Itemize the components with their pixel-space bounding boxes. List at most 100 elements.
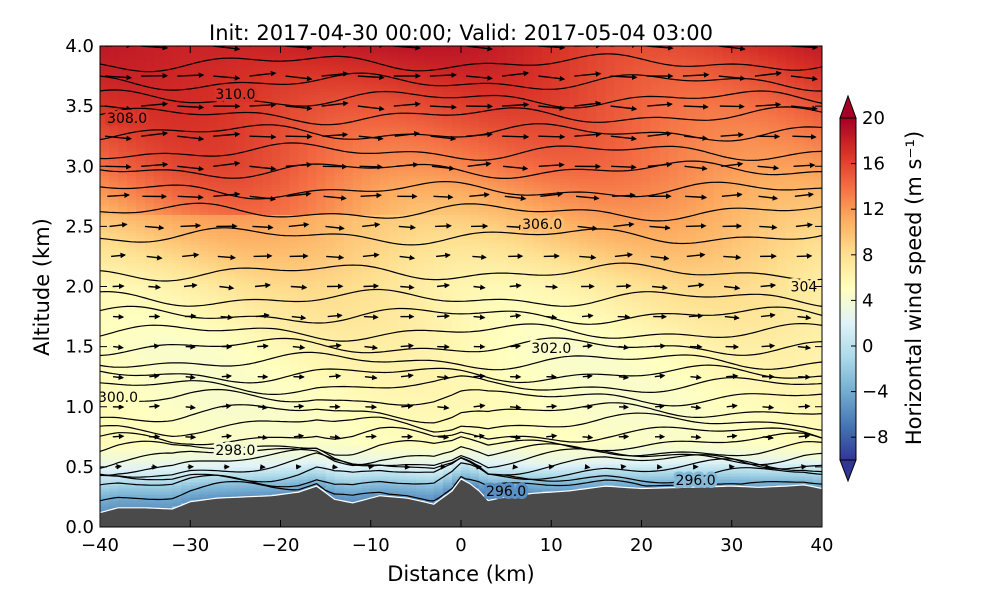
field-cell — [208, 199, 218, 203]
field-cell — [154, 232, 164, 236]
field-cell — [118, 118, 128, 122]
field-cell — [100, 361, 110, 366]
field-cell — [226, 250, 236, 255]
field-cell — [208, 436, 218, 441]
field-cell — [163, 145, 173, 149]
field-cell — [145, 232, 155, 236]
field-cell — [226, 229, 236, 233]
field-cell — [118, 412, 128, 417]
field-cell — [154, 73, 164, 77]
field-cell — [127, 151, 137, 155]
field-cell — [136, 67, 146, 71]
field-cell — [226, 88, 236, 92]
field-cell — [190, 334, 200, 339]
field-cell — [100, 214, 110, 218]
field-cell — [217, 466, 227, 471]
field-cell — [181, 208, 191, 212]
field-cell — [118, 307, 128, 312]
field-cell — [136, 283, 146, 288]
field-cell — [181, 91, 191, 95]
field-cell — [217, 322, 227, 327]
field-cell — [145, 82, 155, 86]
field-cell — [235, 217, 246, 221]
field-cell — [172, 301, 182, 306]
field-cell — [100, 445, 110, 450]
field-cell — [190, 172, 200, 176]
field-cell — [109, 337, 119, 342]
field-cell — [217, 472, 227, 477]
field-cell — [154, 481, 164, 486]
field-cell — [199, 355, 209, 360]
field-cell — [127, 256, 137, 261]
field-cell — [127, 457, 137, 462]
field-cell — [226, 349, 236, 354]
field-cell — [118, 277, 128, 282]
field-cell — [208, 310, 218, 315]
field-cell — [109, 490, 119, 495]
field-cell — [154, 259, 164, 264]
field-cell — [235, 373, 246, 378]
field-cell — [145, 214, 155, 218]
field-cell — [145, 166, 155, 170]
field-cell — [181, 328, 191, 333]
field-cell — [217, 430, 227, 435]
field-cell — [109, 424, 119, 429]
field-cell — [145, 64, 155, 68]
field-cell — [253, 373, 264, 378]
field-cell — [208, 238, 218, 243]
field-cell — [217, 463, 227, 468]
field-cell — [244, 346, 255, 351]
field-cell — [118, 298, 128, 303]
field-cell — [136, 310, 146, 315]
field-cell — [244, 136, 255, 140]
field-cell — [244, 100, 255, 104]
field-cell — [181, 52, 191, 56]
field-cell — [226, 481, 236, 486]
field-cell — [154, 499, 164, 504]
field-cell — [199, 352, 209, 357]
field-cell — [217, 388, 227, 393]
field-cell — [136, 268, 146, 273]
field-cell — [109, 274, 119, 279]
field-cell — [100, 322, 110, 327]
field-cell — [109, 163, 119, 167]
field-cell — [109, 64, 119, 68]
field-cell — [226, 337, 236, 342]
field-cell — [253, 343, 264, 348]
field-cell — [118, 439, 128, 444]
field-cell — [226, 157, 236, 161]
field-cell — [109, 151, 119, 155]
field-cell — [118, 292, 128, 297]
field-cell — [118, 421, 128, 426]
field-cell — [109, 403, 119, 408]
wind-speed-field — [100, 46, 822, 527]
field-cell — [217, 445, 227, 450]
field-cell — [181, 130, 191, 134]
field-cell — [172, 358, 182, 363]
field-cell — [244, 109, 255, 113]
field-cell — [163, 307, 173, 312]
field-cell — [190, 196, 200, 200]
field-cell — [235, 370, 246, 375]
field-cell — [181, 496, 191, 501]
field-cell — [127, 178, 137, 182]
field-cell — [172, 97, 182, 101]
field-cell — [100, 190, 110, 194]
field-cell — [226, 100, 236, 104]
field-cell — [163, 226, 173, 230]
field-cell — [253, 370, 264, 375]
field-cell — [127, 82, 137, 86]
field-cell — [226, 169, 236, 173]
field-cell — [172, 355, 182, 360]
field-cell — [199, 82, 209, 86]
field-cell — [136, 367, 146, 372]
field-cell — [181, 274, 191, 279]
field-cell — [109, 448, 119, 453]
field-cell — [181, 253, 191, 258]
field-cell — [172, 331, 182, 336]
field-cell — [199, 418, 209, 423]
field-cell — [145, 292, 155, 297]
field-cell — [118, 295, 128, 300]
field-cell — [100, 304, 110, 309]
